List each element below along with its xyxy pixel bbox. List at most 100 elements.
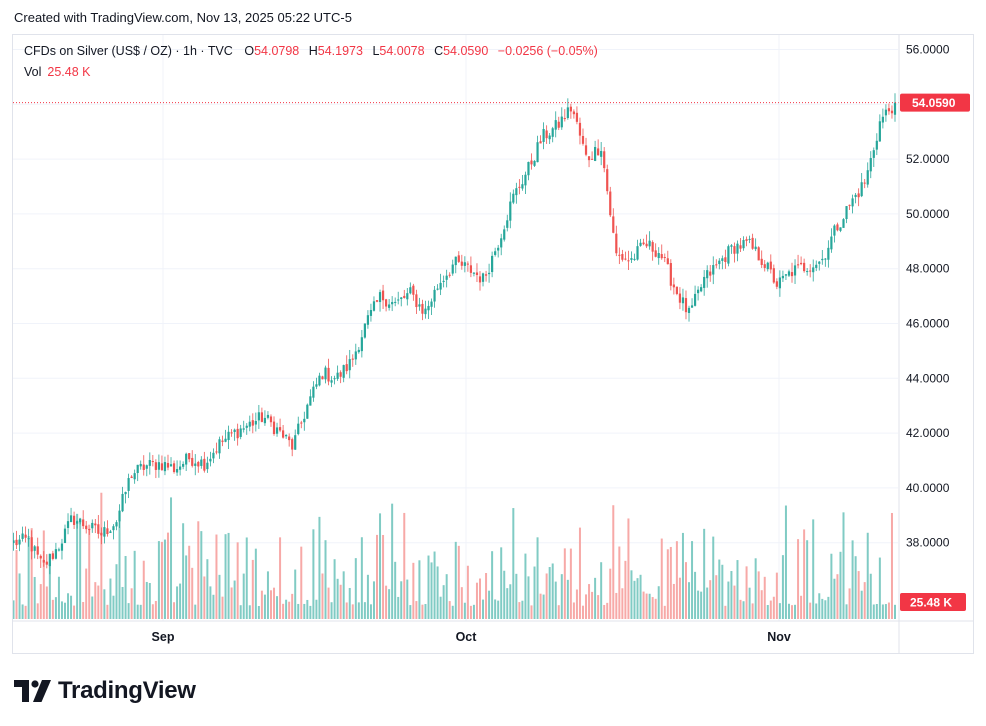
volume-legend: Vol 25.48 K bbox=[24, 65, 90, 79]
volume-bar bbox=[67, 593, 70, 619]
volume-bar bbox=[706, 587, 709, 619]
candle-body bbox=[487, 272, 491, 275]
volume-bar bbox=[651, 597, 654, 619]
candle-body bbox=[497, 247, 500, 251]
candle-body bbox=[245, 425, 248, 428]
volume-bar bbox=[412, 562, 415, 619]
volume-bar bbox=[260, 590, 263, 619]
volume-bar bbox=[527, 576, 530, 619]
volume-bar bbox=[475, 582, 478, 619]
volume-bar bbox=[603, 604, 606, 619]
volume-bar bbox=[151, 604, 154, 619]
volume-bar bbox=[166, 532, 169, 619]
candle-body bbox=[512, 193, 515, 203]
tv-logo-icon bbox=[14, 680, 51, 702]
tradingview-logo[interactable]: TradingView bbox=[14, 676, 196, 706]
volume-bar bbox=[488, 590, 491, 619]
candle-body bbox=[809, 270, 812, 272]
candle-body bbox=[281, 430, 285, 438]
candle-body bbox=[587, 156, 591, 161]
created-caption: Created with TradingView.com, Nov 13, 20… bbox=[14, 10, 352, 25]
volume-bar bbox=[875, 603, 878, 619]
candle-body bbox=[69, 515, 73, 523]
volume-bar bbox=[13, 600, 15, 619]
candle-body bbox=[106, 528, 109, 535]
price-axis[interactable]: 56.000054.000052.000050.000048.000046.00… bbox=[906, 43, 950, 550]
candle-body bbox=[615, 233, 618, 254]
close-label: C bbox=[434, 44, 444, 58]
candle-body bbox=[575, 112, 579, 122]
volume-bar bbox=[809, 602, 812, 619]
volume-bar bbox=[639, 574, 642, 619]
candle-body bbox=[603, 151, 606, 169]
volume-bar bbox=[163, 539, 166, 619]
volume-bar bbox=[760, 590, 763, 619]
candle-body bbox=[27, 538, 30, 540]
volume-bar bbox=[503, 570, 506, 619]
volume-bar bbox=[351, 604, 354, 619]
volume-bar bbox=[612, 505, 615, 619]
candle-body bbox=[600, 150, 603, 157]
candle-body bbox=[848, 204, 851, 206]
candle-body bbox=[427, 305, 430, 311]
time-axis[interactable]: Sep Oct Nov bbox=[13, 35, 973, 653]
candle-body bbox=[263, 417, 267, 424]
volume-bar bbox=[363, 602, 366, 619]
volume-bar bbox=[648, 593, 651, 619]
volume-bar bbox=[588, 584, 591, 619]
candle-body bbox=[624, 258, 627, 260]
candle-body bbox=[127, 478, 130, 491]
candle-body bbox=[824, 258, 827, 260]
volume-bar bbox=[394, 561, 397, 619]
volume-bar bbox=[800, 595, 803, 619]
last-volume-badge: 25.48 K bbox=[900, 593, 966, 611]
candle-body bbox=[151, 461, 154, 463]
candle-body bbox=[209, 458, 212, 462]
candle-body bbox=[469, 265, 473, 273]
y-tick-label: 42.0000 bbox=[906, 426, 950, 440]
price-chart[interactable]: 56.000054.000052.000050.000048.000046.00… bbox=[13, 35, 973, 653]
candle-body bbox=[72, 515, 76, 525]
volume-bar bbox=[176, 586, 179, 619]
candle-body bbox=[842, 219, 845, 228]
low-label: L bbox=[372, 44, 380, 58]
volume-bar bbox=[739, 599, 742, 619]
candle-body bbox=[893, 102, 897, 115]
candle-body bbox=[581, 135, 585, 144]
candle-body bbox=[36, 546, 39, 555]
volume-bar bbox=[524, 553, 527, 619]
volume-bar bbox=[321, 573, 324, 619]
chart-pane[interactable]: 56.000054.000052.000050.000048.000046.00… bbox=[12, 34, 974, 654]
candle-body bbox=[760, 258, 763, 265]
volume-bar bbox=[457, 545, 460, 619]
volume-bar bbox=[666, 549, 669, 619]
volume-bar bbox=[327, 587, 330, 619]
candle-body bbox=[672, 284, 675, 288]
symbol-label[interactable]: CFDs on Silver (US$ / OZ) · 1h · TVC bbox=[24, 44, 233, 58]
volume-bar bbox=[500, 547, 503, 619]
candle-body bbox=[172, 463, 176, 473]
volume-bar bbox=[781, 555, 784, 619]
volume-bar bbox=[551, 563, 554, 619]
candle-body bbox=[781, 275, 785, 279]
volume-bar bbox=[379, 513, 382, 619]
candle-body bbox=[18, 539, 21, 545]
candle-body bbox=[721, 258, 724, 261]
volume-bar bbox=[472, 604, 475, 619]
candle-body bbox=[639, 242, 642, 246]
volume-bar bbox=[242, 573, 245, 619]
candle-body bbox=[366, 315, 370, 325]
volume-bar bbox=[627, 518, 630, 619]
candle-body bbox=[160, 463, 164, 470]
candle-body bbox=[230, 432, 233, 434]
last-price-label: 54.0590 bbox=[912, 96, 956, 110]
candle-body bbox=[357, 349, 360, 353]
volume-bar bbox=[276, 596, 279, 619]
volume-bar bbox=[445, 574, 448, 619]
candle-body bbox=[403, 295, 406, 298]
volume-bar bbox=[372, 581, 375, 619]
candle-body bbox=[285, 434, 288, 437]
candle-body bbox=[85, 525, 88, 530]
volume-bar bbox=[812, 519, 815, 619]
volume-bar bbox=[245, 537, 248, 619]
